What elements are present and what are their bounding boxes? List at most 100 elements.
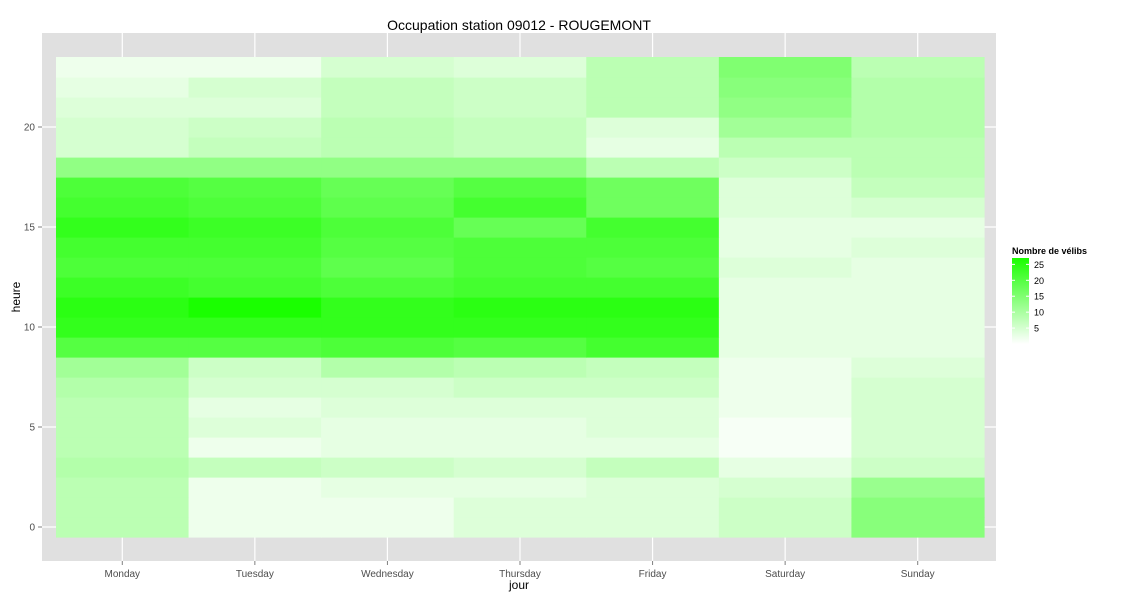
legend-tick-label: 15 (1034, 292, 1044, 302)
heatmap-cell (718, 517, 853, 538)
heatmap-cell (851, 297, 985, 318)
heatmap-cell (321, 97, 455, 118)
y-axis-label: heure (9, 281, 23, 312)
heatmap-cell (56, 217, 190, 238)
heatmap-cell (321, 237, 455, 258)
heatmap-cell (321, 337, 455, 358)
heatmap-cell (56, 257, 190, 278)
heatmap-cell (851, 117, 985, 138)
heatmap-cell (56, 97, 190, 118)
x-tick-label: Tuesday (236, 569, 274, 580)
y-tick-label: 20 (24, 123, 36, 134)
heatmap-cell (718, 137, 853, 158)
heatmap-cell (453, 117, 587, 138)
heatmap-cell (851, 137, 985, 158)
heatmap-cell (718, 377, 853, 398)
heatmap-cell (453, 97, 587, 118)
heatmap-cell (586, 437, 720, 458)
y-tick-label: 15 (24, 223, 36, 234)
heatmap-cell (321, 417, 455, 438)
heatmap-cell (851, 337, 985, 358)
heatmap-cell (188, 497, 322, 518)
heatmap-cell (56, 337, 190, 358)
heatmap-cell (188, 517, 322, 538)
y-tick-label: 5 (29, 423, 35, 434)
heatmap-cell (586, 477, 720, 498)
heatmap-cell (321, 297, 455, 318)
heatmap-cell (56, 177, 190, 198)
heatmap-cell (453, 257, 587, 278)
heatmap-cell (851, 177, 985, 198)
heatmap-cell (718, 57, 853, 78)
heatmap-cell (586, 237, 720, 258)
heatmap-cell (718, 237, 853, 258)
heatmap-cell (453, 477, 587, 498)
heatmap-cell (321, 477, 455, 498)
heatmap-cell (453, 57, 587, 78)
heatmap-cell (321, 457, 455, 478)
heatmap-cells (56, 57, 985, 538)
heatmap-cell (188, 377, 322, 398)
heatmap-cell (321, 77, 455, 98)
heatmap-cell (188, 357, 322, 378)
heatmap-cell (851, 77, 985, 98)
heatmap-cell (586, 97, 720, 118)
heatmap-cell (453, 337, 587, 358)
heatmap-cell (321, 257, 455, 278)
heatmap-cell (188, 137, 322, 158)
heatmap-cell (56, 277, 190, 298)
heatmap-cell (56, 397, 190, 418)
heatmap-cell (321, 177, 455, 198)
heatmap-cell (586, 157, 720, 178)
heatmap-cell (453, 357, 587, 378)
heatmap-cell (321, 197, 455, 218)
heatmap-cell (453, 177, 587, 198)
heatmap-cell (321, 397, 455, 418)
x-tick-label: Friday (639, 569, 667, 580)
heatmap-cell (586, 57, 720, 78)
heatmap-cell (321, 357, 455, 378)
heatmap-cell (851, 417, 985, 438)
heatmap-cell (453, 217, 587, 238)
heatmap-cell (586, 297, 720, 318)
heatmap-cell (453, 197, 587, 218)
y-tick-label: 0 (29, 523, 35, 534)
heatmap-cell (851, 477, 985, 498)
heatmap-cell (718, 257, 853, 278)
heatmap-cell (188, 397, 322, 418)
heatmap-cell (56, 357, 190, 378)
heatmap-cell (851, 277, 985, 298)
heatmap-cell (56, 457, 190, 478)
heatmap-cell (188, 157, 322, 178)
legend-ticks: 5 10 15 20 25 (1012, 260, 1044, 334)
heatmap-cell (188, 457, 322, 478)
heatmap-cell (56, 117, 190, 138)
heatmap-cell (188, 477, 322, 498)
legend-tick-label: 10 (1034, 308, 1044, 318)
heatmap-cell (851, 197, 985, 218)
heatmap-cell (188, 57, 322, 78)
heatmap-cell (453, 297, 587, 318)
heatmap-cell (188, 277, 322, 298)
heatmap-cell (188, 97, 322, 118)
heatmap-cell (321, 377, 455, 398)
heatmap-cell (586, 337, 720, 358)
heatmap-cell (56, 137, 190, 158)
heatmap-cell (453, 277, 587, 298)
heatmap-cell (321, 437, 455, 458)
heatmap-cell (188, 257, 322, 278)
heatmap-cell (718, 437, 853, 458)
heatmap-cell (321, 497, 455, 518)
heatmap-cell (188, 237, 322, 258)
heatmap-cell (188, 297, 322, 318)
x-axis-ticks: Monday Tuesday Wednesday Thursday Friday Satu… (104, 561, 935, 580)
heatmap-cell (718, 297, 853, 318)
heatmap-cell (188, 117, 322, 138)
heatmap-cell (851, 157, 985, 178)
x-tick-label: Wednesday (361, 569, 414, 580)
heatmap-cell (586, 277, 720, 298)
heatmap-cell (586, 137, 720, 158)
heatmap-cell (718, 337, 853, 358)
x-tick-label: Saturday (765, 569, 805, 580)
heatmap-cell (851, 257, 985, 278)
